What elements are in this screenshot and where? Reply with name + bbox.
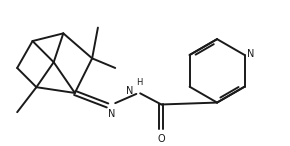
Text: N: N	[126, 86, 134, 96]
Text: N: N	[108, 109, 116, 119]
Text: O: O	[157, 134, 165, 144]
Text: H: H	[136, 78, 142, 87]
Text: N: N	[247, 49, 254, 59]
